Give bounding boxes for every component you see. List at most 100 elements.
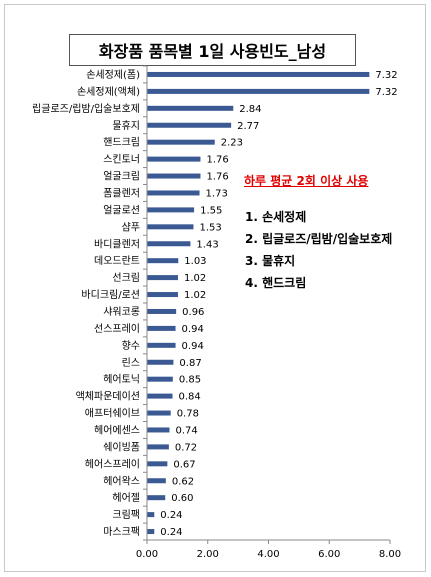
- category-label: 마스크팩: [103, 526, 140, 538]
- category-label: 손세정제(액체): [77, 86, 140, 98]
- value-label: 0.62: [172, 476, 194, 487]
- category-label: 쉐이빙폼: [103, 441, 140, 453]
- bar: [147, 139, 215, 145]
- value-label: 1.76: [206, 172, 228, 183]
- category-label: 헤어젤: [112, 492, 140, 504]
- annotation-heading: 하루 평균 2회 이상 사용: [244, 174, 369, 188]
- bar: [147, 88, 370, 94]
- value-label: 0.67: [173, 459, 195, 470]
- category-label: 손세정제(폼): [86, 69, 140, 81]
- value-label: 1.02: [184, 290, 206, 301]
- category-label: 애프터쉐이브: [85, 408, 140, 420]
- category-label: 물휴지: [112, 120, 140, 132]
- value-label: 7.32: [375, 87, 397, 98]
- category-label: 향수: [122, 340, 140, 352]
- category-label: 헤어스프레이: [85, 458, 140, 470]
- bar: [147, 325, 176, 331]
- annotation-list: 1. 손세정제 2. 립글로즈/립밤/입술보호제 3. 물휴지 4. 핸드크림: [245, 206, 392, 294]
- bar: [147, 173, 201, 179]
- category-label: 헤어토닉: [103, 374, 140, 386]
- bar: [147, 427, 170, 433]
- bar: [147, 376, 173, 382]
- value-label: 0.24: [160, 510, 182, 521]
- value-label: 0.24: [160, 527, 182, 538]
- x-tick-label: 4.00: [257, 549, 279, 560]
- bar: [147, 410, 171, 416]
- category-label: 바디클렌저: [94, 238, 140, 250]
- value-label: 1.53: [199, 222, 221, 233]
- category-label: 폼클렌저: [103, 187, 140, 199]
- value-label: 0.94: [182, 324, 204, 335]
- category-label: 핸드크림: [103, 137, 140, 149]
- value-label: 0.94: [182, 341, 204, 352]
- axes-group: 0.00 2.00 4.00 6.00 8.00: [136, 65, 401, 560]
- value-label: 7.32: [375, 70, 397, 81]
- bar: [147, 342, 176, 348]
- value-label: 1.73: [206, 188, 228, 199]
- bar: [147, 393, 173, 399]
- value-label: 1.02: [184, 273, 206, 284]
- category-label: 크림팩: [112, 509, 140, 521]
- bar: [147, 292, 178, 298]
- bar: [147, 241, 191, 247]
- bars-group: [147, 71, 370, 535]
- category-label: 샤워코롱: [103, 305, 140, 318]
- category-label: 얼굴크림: [103, 171, 140, 183]
- category-label: 헤어에센스: [94, 424, 140, 436]
- x-tick-label: 0.00: [136, 549, 158, 560]
- category-label: 얼굴로션: [103, 204, 140, 216]
- value-label: 0.84: [179, 392, 201, 403]
- category-label: 립글로즈/립밤/입술보호제: [32, 102, 140, 115]
- value-label: 1.76: [206, 155, 228, 166]
- annotation-item: 4. 핸드크림: [245, 276, 307, 290]
- x-tick-label: 2.00: [197, 549, 219, 560]
- x-tick-label: 8.00: [379, 549, 401, 560]
- bar: [147, 122, 232, 128]
- value-label: 0.60: [171, 493, 193, 504]
- category-label: 바디크림/로션: [81, 289, 140, 301]
- annotation-item: 3. 물휴지: [245, 254, 296, 268]
- category-label: 헤어왁스: [103, 475, 140, 487]
- value-label: 0.96: [182, 307, 204, 318]
- bar: [147, 495, 166, 501]
- bar: [147, 207, 195, 213]
- x-tick-label: 6.00: [318, 549, 340, 560]
- category-label: 데오드란트: [94, 255, 140, 267]
- value-label: 0.78: [177, 409, 199, 420]
- bar: [147, 275, 178, 281]
- value-label: 0.87: [179, 358, 201, 369]
- category-label: 샴푸: [122, 221, 140, 233]
- value-label: 2.23: [221, 138, 243, 149]
- value-label: 0.74: [175, 425, 197, 436]
- value-label: 2.84: [239, 104, 261, 115]
- category-label: 액체파운데이션: [76, 391, 140, 403]
- bar: [147, 258, 179, 264]
- value-label: 1.43: [196, 239, 218, 250]
- bar: [147, 444, 169, 450]
- value-label: 1.03: [184, 256, 206, 267]
- bar: [147, 512, 155, 518]
- value-label: 2.77: [237, 121, 259, 132]
- bar: [147, 461, 168, 467]
- value-labels-group: 7.32 7.32 2.84 2.77 2.23 1.76 1.76 1.73 1.55 1.53…: [160, 70, 397, 538]
- bar: [147, 156, 201, 162]
- bar: [147, 529, 155, 535]
- chart-frame: [4, 4, 426, 572]
- category-label: 선스프레이: [94, 323, 140, 335]
- value-label: 0.85: [179, 375, 201, 386]
- annotation-item: 1. 손세정제: [245, 210, 307, 224]
- bar: [147, 224, 194, 230]
- category-labels-group: 손세정제(폼) 손세정제(액체) 립글로즈/립밤/입술보호제물휴지핸드크림스킨토너얼…: [32, 69, 140, 538]
- category-label: 린스: [122, 357, 140, 369]
- chart-title: 화장품 품목별 1일 사용빈도_남성: [69, 34, 356, 66]
- category-label: 스킨토너: [103, 154, 140, 166]
- bar: [147, 71, 370, 77]
- bar: [147, 478, 166, 484]
- annotation-item: 2. 립글로즈/립밤/입술보호제: [245, 232, 393, 246]
- bar: [147, 308, 177, 314]
- value-label: 0.72: [175, 442, 197, 453]
- bar: [147, 359, 174, 365]
- category-label: 선크림: [112, 272, 140, 284]
- value-label: 1.55: [200, 205, 222, 216]
